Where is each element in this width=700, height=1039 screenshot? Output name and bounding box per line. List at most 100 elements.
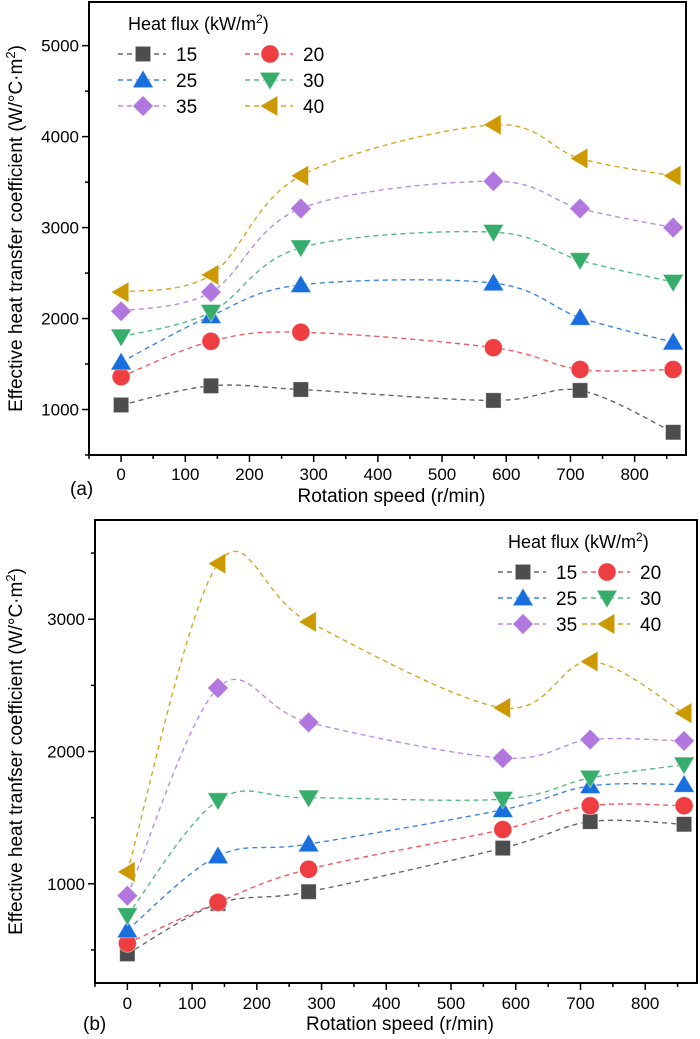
y-tick-label: 4000 <box>41 128 79 147</box>
x-tick-label: 0 <box>123 994 132 1013</box>
x-tick-label: 500 <box>437 994 465 1013</box>
marker-series-15 <box>676 816 693 833</box>
x-tick-label: 700 <box>566 994 594 1013</box>
x-tick-label: 600 <box>502 994 530 1013</box>
fit-curve-20 <box>127 803 685 944</box>
x-tick-label: 100 <box>171 465 199 484</box>
marker-series-30 <box>673 756 696 776</box>
marker-series-15 <box>300 883 317 900</box>
marker-series-40 <box>290 164 309 187</box>
legend-label: 20 <box>303 45 324 66</box>
panel-a: 0 100 200 300 400 500 600 700 800 1000 2000 3000 40… <box>3 1 687 507</box>
legend-marker-30 <box>595 589 619 609</box>
marker-series-15 <box>202 377 220 394</box>
legend-label: 20 <box>640 563 661 584</box>
marker-series-20 <box>208 892 228 912</box>
x-axis-ticks: 0 100 200 300 400 500 600 700 800 <box>94 983 679 1013</box>
marker-series-25 <box>116 919 139 939</box>
marker-series-15 <box>665 424 682 441</box>
marker-series-25 <box>206 845 230 865</box>
fit-curve-30 <box>126 764 685 916</box>
x-tick-label: 700 <box>556 465 584 484</box>
marker-series-35 <box>110 300 133 323</box>
legend-marker-15 <box>514 563 532 581</box>
marker-series-25 <box>482 272 505 292</box>
marker-series-25 <box>110 351 133 371</box>
x-tick-label: 300 <box>299 465 327 484</box>
marker-series-40 <box>200 263 220 286</box>
legend-item-35: 35 <box>118 95 197 118</box>
legend-label: 30 <box>640 589 661 610</box>
legend-item-30: 30 <box>582 589 661 610</box>
x-axis-ticks: 0 100 200 300 400 500 600 700 800 <box>88 455 668 484</box>
panel-b: 0 100 200 300 400 500 600 700 800 1000 2000 3000 R… <box>3 519 698 1035</box>
panel-label: (a) <box>70 479 93 500</box>
marker-series-15 <box>485 392 502 409</box>
x-tick-label: 300 <box>307 994 335 1013</box>
legend-item-15: 15 <box>498 563 577 584</box>
marker-series-35 <box>116 884 139 907</box>
legend-item-40: 40 <box>582 612 661 636</box>
legend-marker-15 <box>134 45 152 63</box>
marker-series-15 <box>292 381 309 398</box>
data-markers <box>116 552 696 962</box>
y-tick-label: 2000 <box>47 743 85 762</box>
y-axis-ticks: 1000 2000 3000 <box>47 552 95 951</box>
panel-label: (b) <box>83 1014 106 1035</box>
legend-title: Heat flux (kW/m2) <box>508 530 649 552</box>
legend-item-40: 40 <box>245 94 324 118</box>
marker-series-20 <box>580 796 600 816</box>
legend-item-25: 25 <box>118 69 197 92</box>
marker-series-35 <box>289 197 312 220</box>
x-tick-label: 200 <box>243 994 271 1013</box>
legend-marker-30 <box>258 71 282 91</box>
x-tick-label: 800 <box>620 465 648 484</box>
x-tick-label: 100 <box>178 994 206 1013</box>
x-tick-label: 500 <box>428 465 456 484</box>
marker-series-30 <box>297 789 320 809</box>
marker-series-20 <box>299 859 319 879</box>
marker-series-15 <box>494 840 511 857</box>
legend-marker-40 <box>259 94 279 118</box>
x-tick-label: 400 <box>364 465 392 484</box>
fit-curve-40 <box>126 550 685 873</box>
marker-series-20 <box>111 367 131 387</box>
x-axis-title: Rotation speed (r/min) <box>306 1014 494 1035</box>
legend-marker-20 <box>260 44 280 64</box>
x-tick-label: 600 <box>492 465 520 484</box>
marker-series-20 <box>674 796 694 816</box>
legend-label: 25 <box>556 589 577 610</box>
legend-label: 15 <box>556 563 577 584</box>
marker-series-40 <box>662 164 682 187</box>
fit-curve-15 <box>127 819 685 955</box>
marker-series-20 <box>493 820 513 839</box>
legend-marker-20 <box>597 562 617 582</box>
marker-series-35 <box>569 197 591 220</box>
legend-item-20: 20 <box>245 44 324 66</box>
marker-series-35 <box>297 711 320 734</box>
y-tick-label: 3000 <box>47 610 85 629</box>
y-axis-title: Effective heat transfer coefficient (W/°… <box>3 45 28 412</box>
marker-series-25 <box>662 331 685 351</box>
marker-series-40 <box>116 860 136 883</box>
marker-series-30 <box>662 274 685 293</box>
y-axis-title: Effective heat tranfser coefficient (W/°… <box>3 568 28 935</box>
plot-frame <box>88 1 687 456</box>
marker-series-40 <box>207 552 227 575</box>
y-axis-ticks: 1000 2000 3000 4000 5000 <box>41 37 89 456</box>
marker-series-35 <box>482 170 505 193</box>
y-tick-label: 1000 <box>41 401 79 420</box>
fit-curves <box>126 550 685 955</box>
marker-series-35 <box>491 747 514 770</box>
x-tick-label: 200 <box>235 465 263 484</box>
marker-series-30 <box>116 907 139 927</box>
marker-series-30 <box>491 791 514 810</box>
y-tick-label: 5000 <box>41 37 79 56</box>
legend-marker-25 <box>511 587 535 607</box>
marker-series-25 <box>297 833 320 853</box>
marker-series-20 <box>291 322 311 342</box>
legend-label: 35 <box>556 615 577 636</box>
marker-series-20 <box>663 360 683 379</box>
legend-label: 40 <box>303 97 324 118</box>
